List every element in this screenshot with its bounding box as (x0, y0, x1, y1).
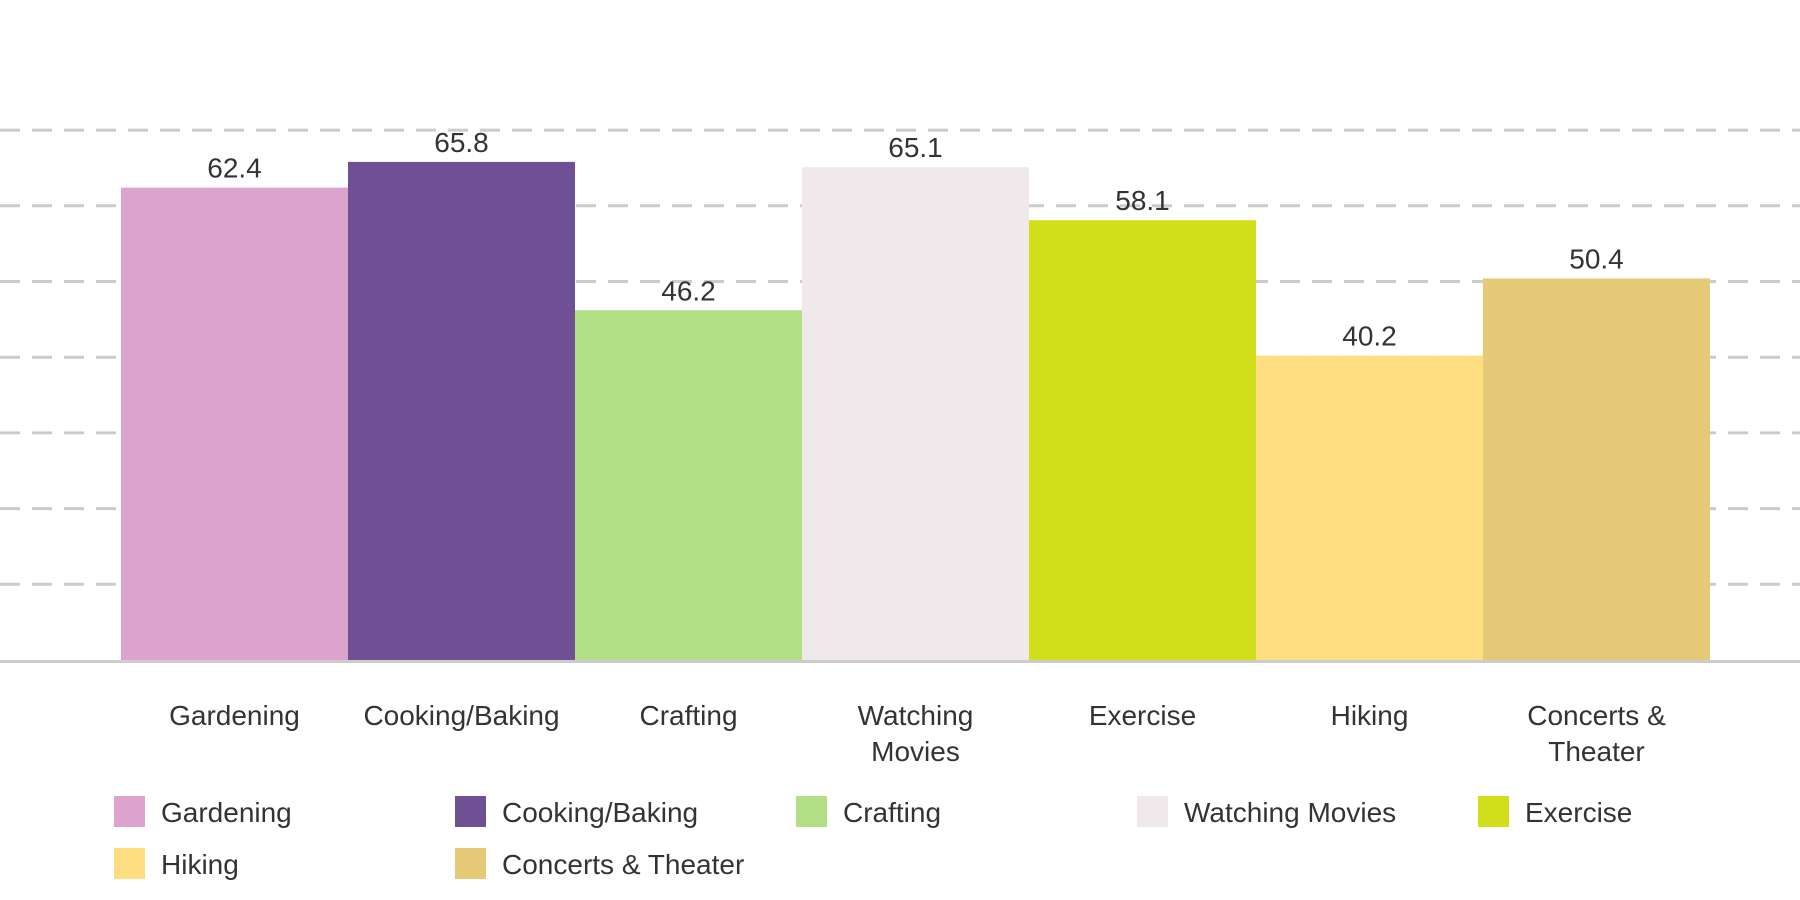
bar-crafting (575, 310, 802, 660)
tick-label-gardening: Gardening (169, 700, 300, 731)
legend-item-exercise: Exercise (1478, 796, 1632, 828)
data-label-exercise: 58.1 (1115, 185, 1170, 216)
bar-concerts-theater (1483, 278, 1710, 660)
legend-label-watching-movies: Watching Movies (1184, 797, 1396, 828)
tick-label-exercise: Exercise (1089, 700, 1196, 731)
bar-cooking-baking (348, 161, 575, 661)
tick-label-watching-movies: Watching Movies (858, 700, 974, 767)
bar-gardening (121, 187, 348, 660)
legend-item-crafting: Crafting (796, 796, 941, 828)
data-label-watching-movies: 65.1 (888, 132, 943, 163)
legend-swatch-crafting (796, 796, 827, 827)
legend-item-hiking: Hiking (114, 848, 239, 880)
bar-hiking (1256, 355, 1483, 660)
legend-item-watching-movies: Watching Movies (1137, 796, 1396, 828)
legend-label-hiking: Hiking (161, 849, 239, 880)
data-label-cooking-baking: 65.8 (434, 127, 489, 158)
bars (121, 161, 1710, 661)
legend-label-exercise: Exercise (1525, 797, 1632, 828)
legend-label-concerts-theater: Concerts & Theater (502, 849, 744, 880)
legend-item-cooking-baking: Cooking/Baking (455, 796, 698, 828)
legend-swatch-hiking (114, 848, 145, 879)
legend-swatch-gardening (114, 796, 145, 827)
bar-exercise (1029, 220, 1256, 661)
bar-watching-movies (802, 167, 1029, 660)
legend-swatch-exercise (1478, 796, 1509, 827)
data-label-hiking: 40.2 (1342, 321, 1397, 352)
tick-label-crafting: Crafting (639, 700, 737, 731)
legend-swatch-concerts-theater (455, 848, 486, 879)
legend-label-cooking-baking: Cooking/Baking (502, 797, 698, 828)
data-label-concerts-theater: 50.4 (1569, 243, 1624, 274)
data-label-crafting: 46.2 (661, 275, 716, 306)
data-label-gardening: 62.4 (207, 153, 262, 184)
legend-label-crafting: Crafting (843, 797, 941, 828)
x-tick-labels: Gardening Cooking/Baking Crafting Watching M… (169, 700, 1666, 767)
tick-label-concerts-theater: Concerts & Theater (1527, 700, 1666, 767)
legend-label-gardening: Gardening (161, 797, 292, 828)
legend-swatch-watching-movies (1137, 796, 1168, 827)
tick-label-hiking: Hiking (1331, 700, 1409, 731)
legend-item-gardening: Gardening (114, 796, 292, 828)
legend-item-concerts-theater: Concerts & Theater (455, 848, 744, 880)
legend: Gardening Cooking/Baking Crafting Watching … (114, 796, 1632, 880)
data-labels: 62.4 65.8 46.2 65.1 58.1 40.2 50.4 (207, 127, 1624, 352)
tick-label-cooking-baking: Cooking/Baking (363, 700, 559, 731)
legend-swatch-cooking-baking (455, 796, 486, 827)
